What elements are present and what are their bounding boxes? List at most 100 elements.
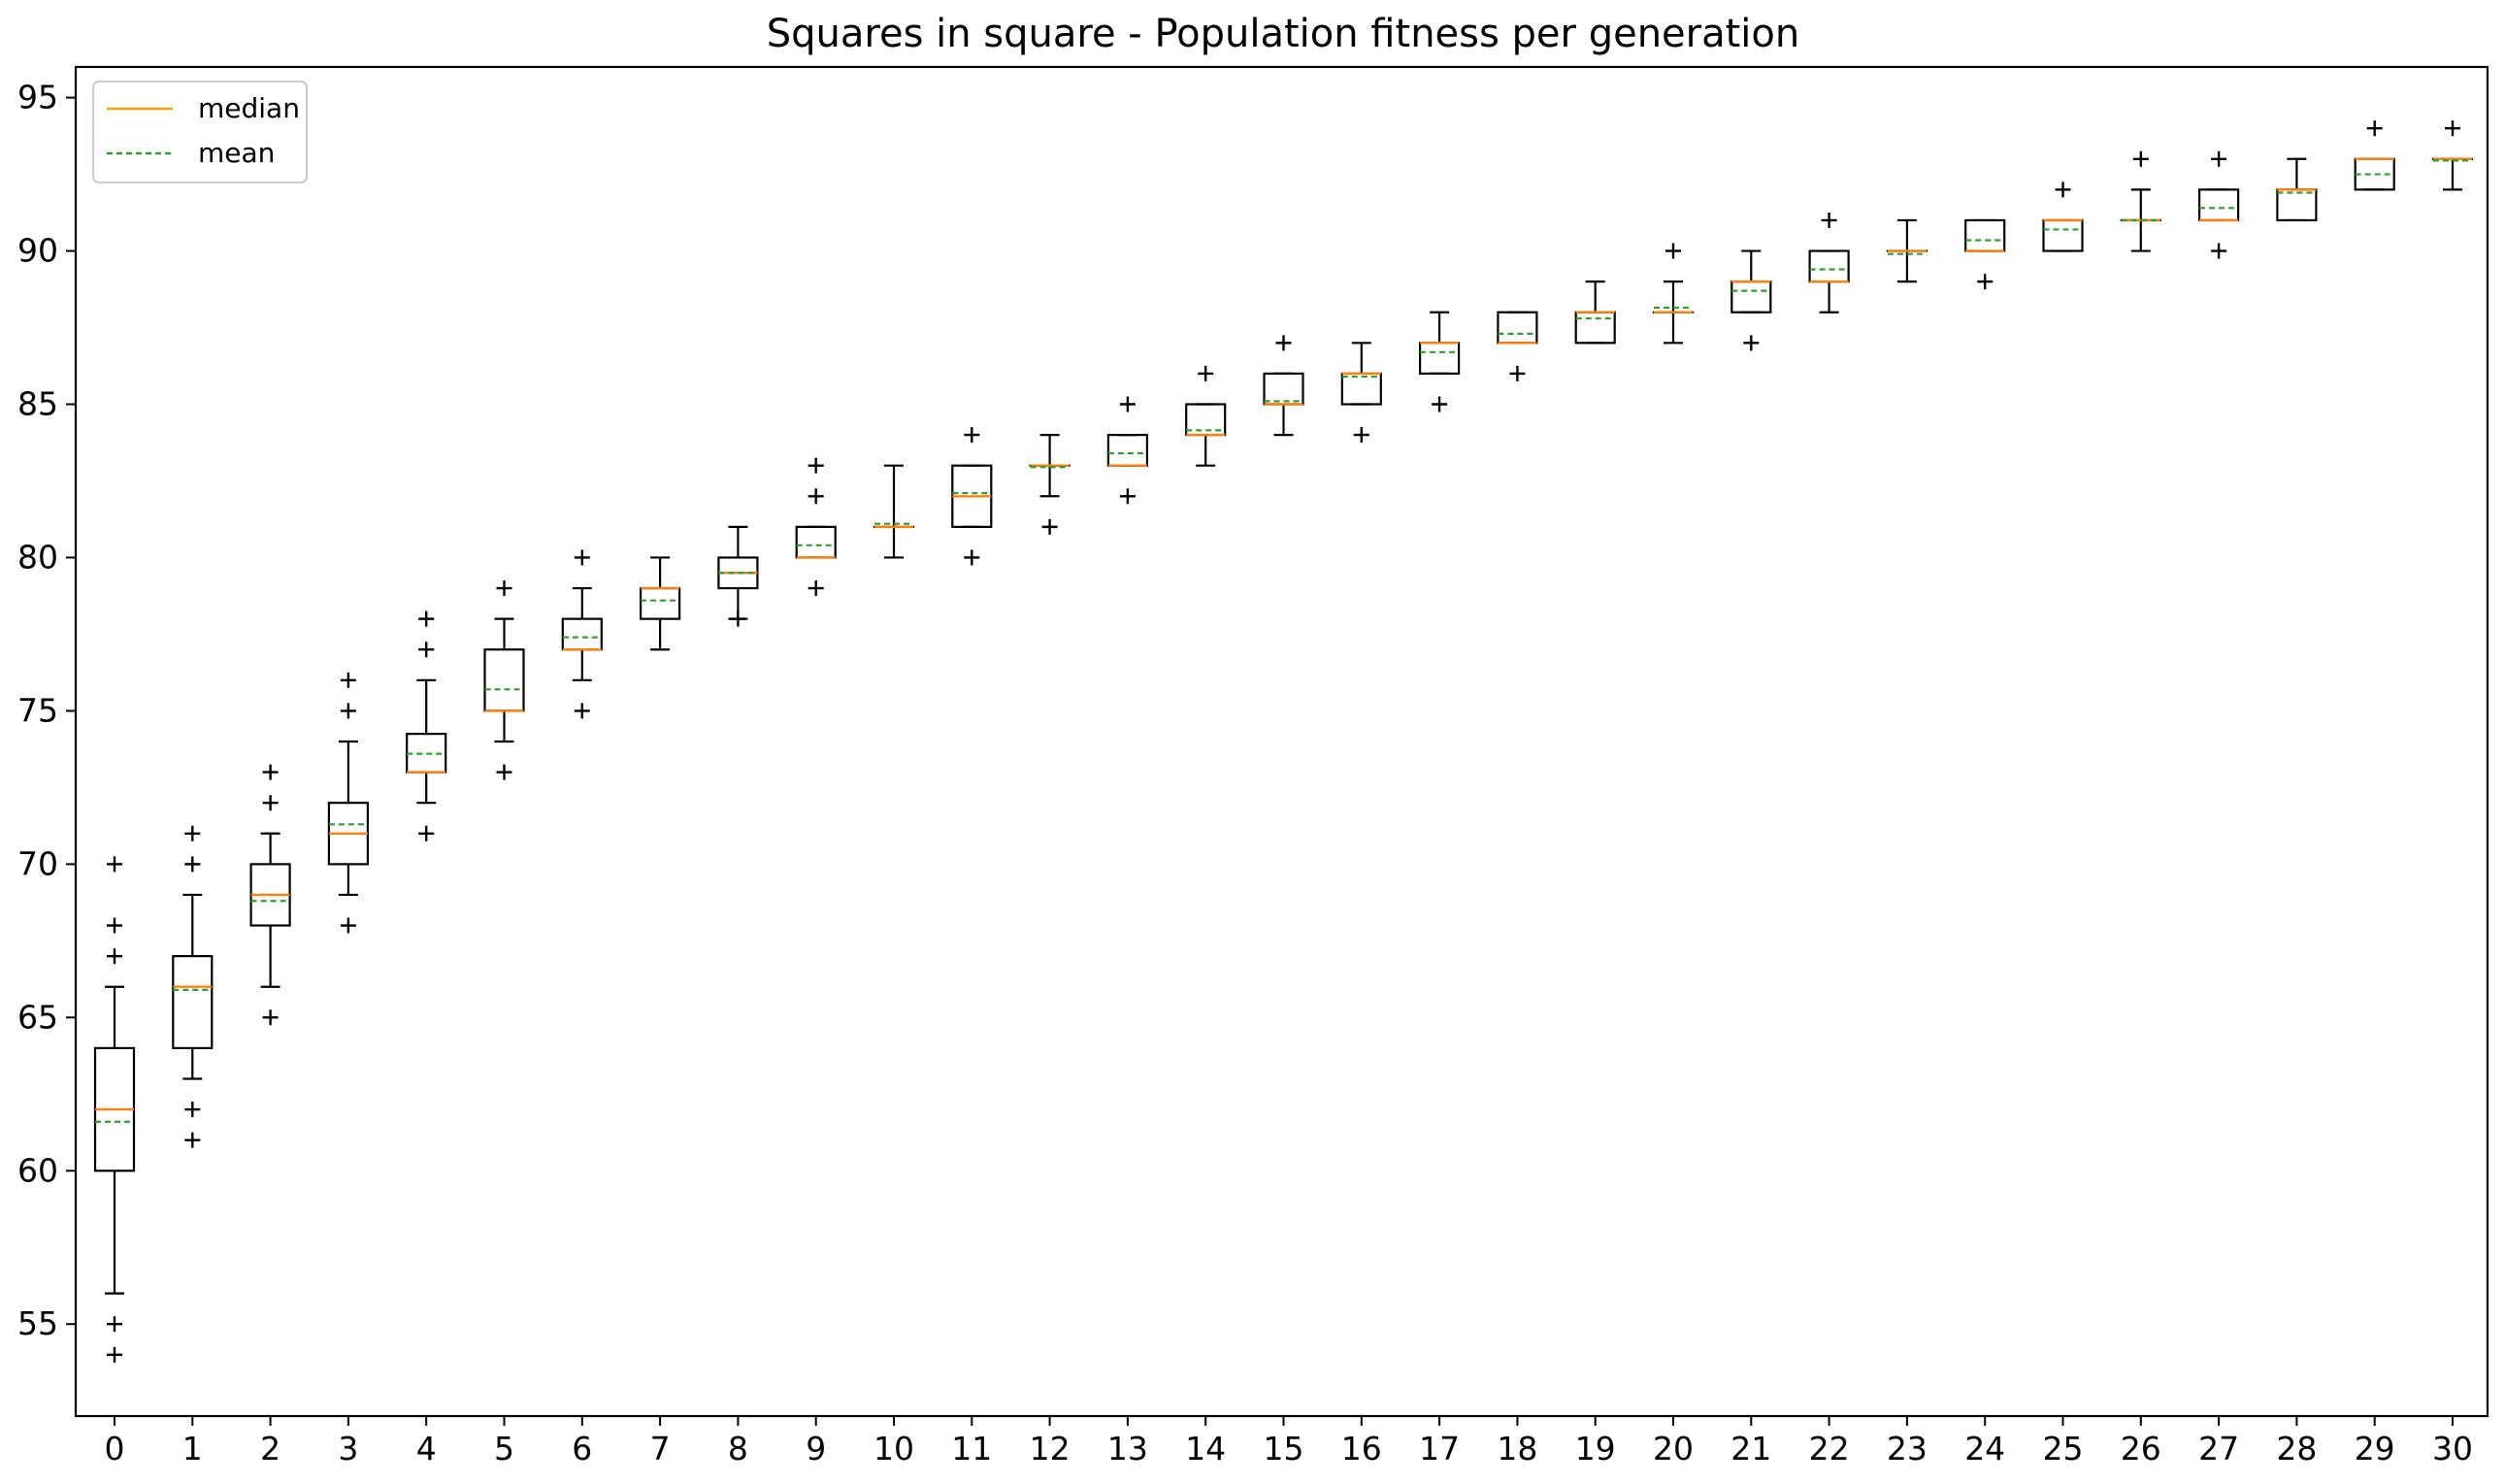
outlier-marker [340, 917, 356, 934]
outlier-marker [808, 580, 824, 597]
x-tick-label: 26 [2121, 1430, 2161, 1468]
x-tick-label: 13 [1107, 1430, 1148, 1468]
x-tick-label: 22 [1809, 1430, 1850, 1468]
x-tick-label: 9 [806, 1430, 826, 1468]
x-tick-label: 25 [2043, 1430, 2084, 1468]
iqr-box [795, 525, 837, 559]
outlier-marker [808, 457, 824, 474]
outlier-marker [730, 610, 746, 627]
x-tick-label: 8 [728, 1430, 748, 1468]
outlier-marker [107, 1316, 122, 1333]
y-tick-label: 70 [17, 844, 58, 882]
iqr-box [1964, 218, 2006, 252]
legend-label-median: median [198, 92, 300, 124]
box-group-gen-24 [1964, 218, 2006, 290]
iqr-box [1340, 372, 1382, 406]
y-tick-label: 75 [17, 691, 58, 729]
x-tick-label: 24 [1964, 1430, 2005, 1468]
iqr-box [2276, 188, 2318, 222]
outlier-marker [184, 856, 201, 873]
iqr-box [2198, 188, 2240, 222]
box-group-gen-3 [327, 672, 369, 934]
box-group-gen-19 [1574, 280, 1616, 345]
y-tick-label: 90 [17, 232, 58, 270]
outlier-marker [262, 764, 279, 780]
x-tick-label: 17 [1419, 1430, 1460, 1468]
box-group-gen-12 [1029, 433, 1071, 535]
x-tick-label: 2 [260, 1430, 280, 1468]
outlier-marker [2211, 150, 2227, 167]
x-tick-label: 6 [572, 1430, 592, 1468]
outlier-marker [1743, 335, 1760, 351]
plot-area [93, 120, 2474, 1363]
box-group-gen-29 [2354, 120, 2395, 191]
chart-title: Squares in square - Population fitness p… [767, 12, 1800, 56]
outlier-marker [2132, 150, 2149, 167]
iqr-box [172, 955, 214, 1050]
iqr-box [1497, 311, 1538, 345]
y-tick-label: 95 [17, 79, 58, 116]
outlier-marker [340, 672, 356, 688]
outlier-marker [2366, 120, 2383, 137]
box-group-gen-9 [795, 457, 837, 597]
y-tick-label: 65 [17, 998, 58, 1036]
outlier-marker [418, 825, 435, 841]
x-tick-label: 11 [951, 1430, 992, 1468]
outlier-marker [1665, 243, 1681, 259]
box-group-gen-2 [249, 764, 291, 1026]
x-tick-label: 12 [1030, 1430, 1071, 1468]
outlier-marker [418, 610, 435, 627]
x-tick-label: 30 [2432, 1430, 2473, 1468]
outlier-marker [1119, 396, 1136, 412]
outlier-marker [496, 580, 512, 597]
box-group-gen-4 [406, 610, 447, 841]
outlier-marker [184, 1102, 201, 1118]
iqr-box [1106, 433, 1149, 467]
box-group-gen-16 [1340, 342, 1382, 444]
outlier-marker [340, 703, 356, 719]
x-tick-label: 14 [1185, 1430, 1226, 1468]
outlier-marker [107, 948, 122, 965]
box-group-gen-28 [2276, 157, 2318, 222]
box-group-gen-0 [93, 856, 136, 1363]
iqr-box [1808, 249, 1850, 283]
outlier-marker [1432, 396, 1448, 412]
x-tick-label: 3 [338, 1430, 358, 1468]
outlier-marker [1041, 518, 1058, 535]
outlier-marker [262, 795, 279, 811]
box-group-gen-14 [1185, 365, 1227, 467]
iqr-box [561, 617, 603, 651]
outlier-marker [2211, 243, 2227, 259]
outlier-marker [574, 703, 590, 719]
iqr-box [1730, 280, 1772, 313]
box-group-gen-1 [172, 825, 214, 1148]
y-tick-label: 55 [17, 1304, 58, 1342]
outlier-marker [107, 917, 122, 934]
outlier-marker [184, 825, 201, 841]
x-tick-label: 19 [1575, 1430, 1616, 1468]
box-group-gen-15 [1263, 335, 1304, 437]
outlier-marker [1509, 365, 1526, 381]
box-group-gen-7 [639, 556, 681, 651]
x-tick-label: 4 [416, 1430, 437, 1468]
outlier-marker [107, 1346, 122, 1363]
x-tick-label: 27 [2198, 1430, 2239, 1468]
box-group-gen-13 [1106, 396, 1149, 505]
x-tick-label: 0 [105, 1430, 125, 1468]
box-group-gen-11 [951, 427, 993, 566]
outlier-marker [2445, 120, 2460, 137]
outlier-marker [964, 549, 980, 566]
iqr-box [483, 648, 525, 712]
box-group-gen-21 [1730, 249, 1772, 351]
outlier-marker [964, 427, 980, 444]
y-tick-label: 60 [17, 1151, 58, 1189]
box-group-gen-10 [873, 464, 915, 559]
outlier-marker [496, 764, 512, 780]
outlier-marker [1119, 488, 1136, 505]
iqr-box [639, 586, 681, 620]
x-tick-label: 21 [1730, 1430, 1771, 1468]
outlier-marker [262, 1009, 279, 1026]
box-group-gen-25 [2042, 181, 2084, 252]
